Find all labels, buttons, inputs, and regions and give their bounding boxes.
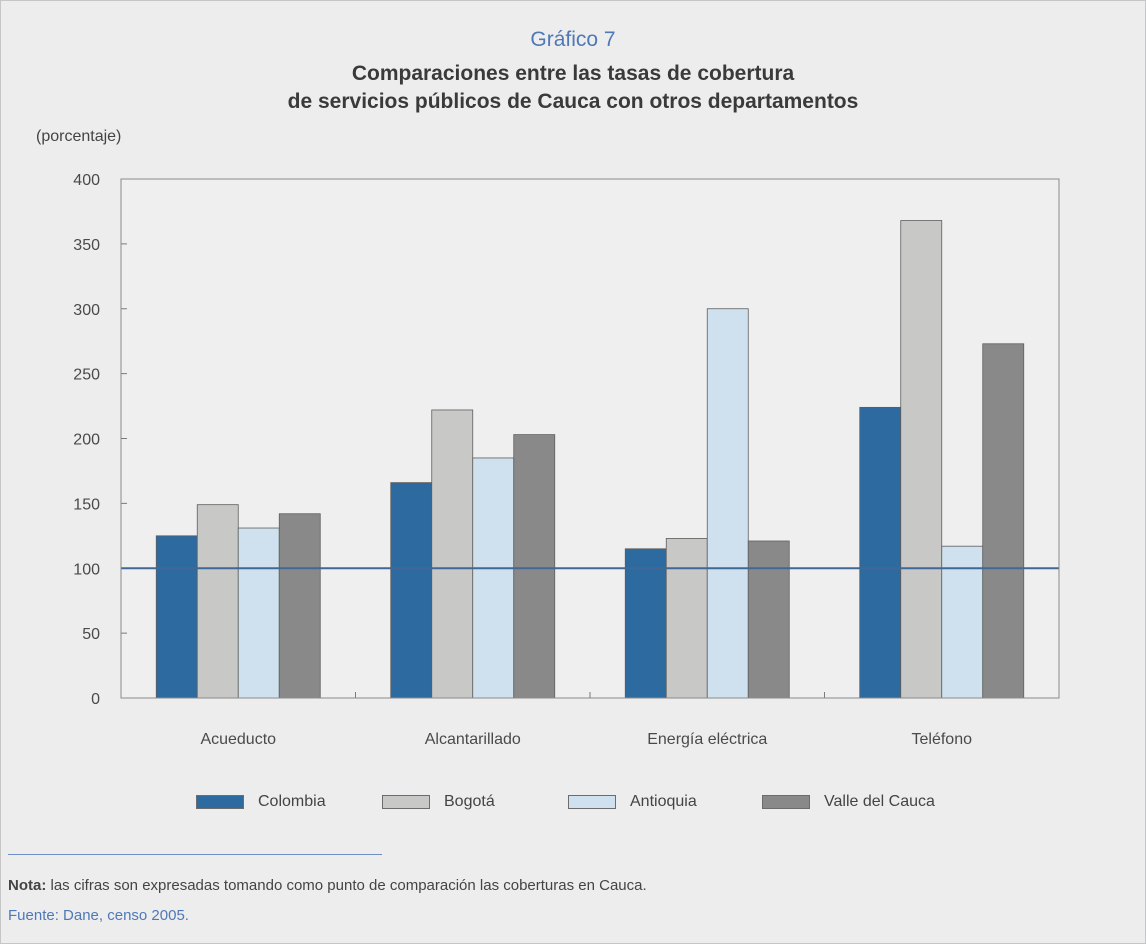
- bar-colombia-2: [624, 548, 667, 699]
- y-tick-label: 250: [73, 367, 100, 384]
- bar-valle-del-cauca-1: [513, 434, 556, 699]
- note-label: Nota:: [8, 877, 47, 894]
- chart-number: Gráfico 7: [530, 28, 616, 51]
- bar-colombia-0: [155, 535, 198, 699]
- legend-swatch: [196, 795, 244, 809]
- legend-item-antioquia: Antioquia: [568, 793, 697, 811]
- note-body: las cifras son expresadas tomando como p…: [46, 877, 647, 894]
- bar-bogotá-0: [196, 504, 239, 699]
- legend-swatch: [762, 795, 810, 809]
- x-tick-label: Acueducto: [200, 731, 276, 748]
- bar-colombia-3: [859, 406, 902, 699]
- y-tick-label: 200: [73, 432, 100, 449]
- bar-valle-del-cauca-2: [747, 540, 790, 699]
- legend-swatch: [568, 795, 616, 809]
- legend-label: Antioquia: [630, 793, 697, 810]
- bar-bogotá-3: [900, 220, 943, 699]
- source-text: Fuente: Dane, censo 2005.: [8, 907, 189, 924]
- bar-antioquia-3: [941, 545, 984, 699]
- bar-bogotá-2: [665, 538, 708, 699]
- y-tick-label: 50: [82, 626, 100, 643]
- bar-antioquia-0: [237, 527, 280, 699]
- legend-label: Colombia: [258, 793, 326, 810]
- y-tick-label: 400: [73, 172, 100, 189]
- chart-title-line-2: de servicios públicos de Cauca con otros…: [287, 90, 859, 113]
- legend-label: Valle del Cauca: [824, 793, 935, 810]
- x-tick-label: Teléfono: [912, 731, 973, 748]
- bar-chart: 0 50 100 150 200 250 300 350 400 Acueducto Alcanta…: [73, 172, 1060, 748]
- bar-colombia-1: [390, 482, 433, 699]
- note-divider: [8, 854, 382, 855]
- chart-title-line-1: Comparaciones entre las tasas de cobertu…: [351, 62, 795, 85]
- legend-item-bogotá: Bogotá: [382, 793, 495, 811]
- bar-bogotá-1: [431, 409, 474, 699]
- bar-antioquia-2: [706, 308, 749, 699]
- legend-swatch: [382, 795, 430, 809]
- bar-antioquia-1: [472, 457, 515, 699]
- bar-valle-del-cauca-0: [278, 513, 321, 699]
- y-tick-label: 350: [73, 237, 100, 254]
- y-tick-label: 0: [91, 691, 100, 708]
- legend-item-colombia: Colombia: [196, 793, 326, 811]
- note-text: Nota: las cifras son expresadas tomando …: [8, 877, 647, 894]
- y-tick-label: 300: [73, 302, 100, 319]
- x-tick-label: Energía eléctrica: [647, 731, 767, 748]
- plot-border: [120, 178, 1060, 699]
- y-tick-label: 100: [73, 561, 100, 578]
- y-axis-unit-label: (porcentaje): [36, 128, 122, 145]
- y-tick-label: 150: [73, 496, 100, 513]
- legend-label: Bogotá: [444, 793, 495, 810]
- x-tick-label: Alcantarillado: [425, 731, 521, 748]
- legend-item-valle-del-cauca: Valle del Cauca: [762, 793, 935, 811]
- bar-valle-del-cauca-3: [982, 343, 1025, 699]
